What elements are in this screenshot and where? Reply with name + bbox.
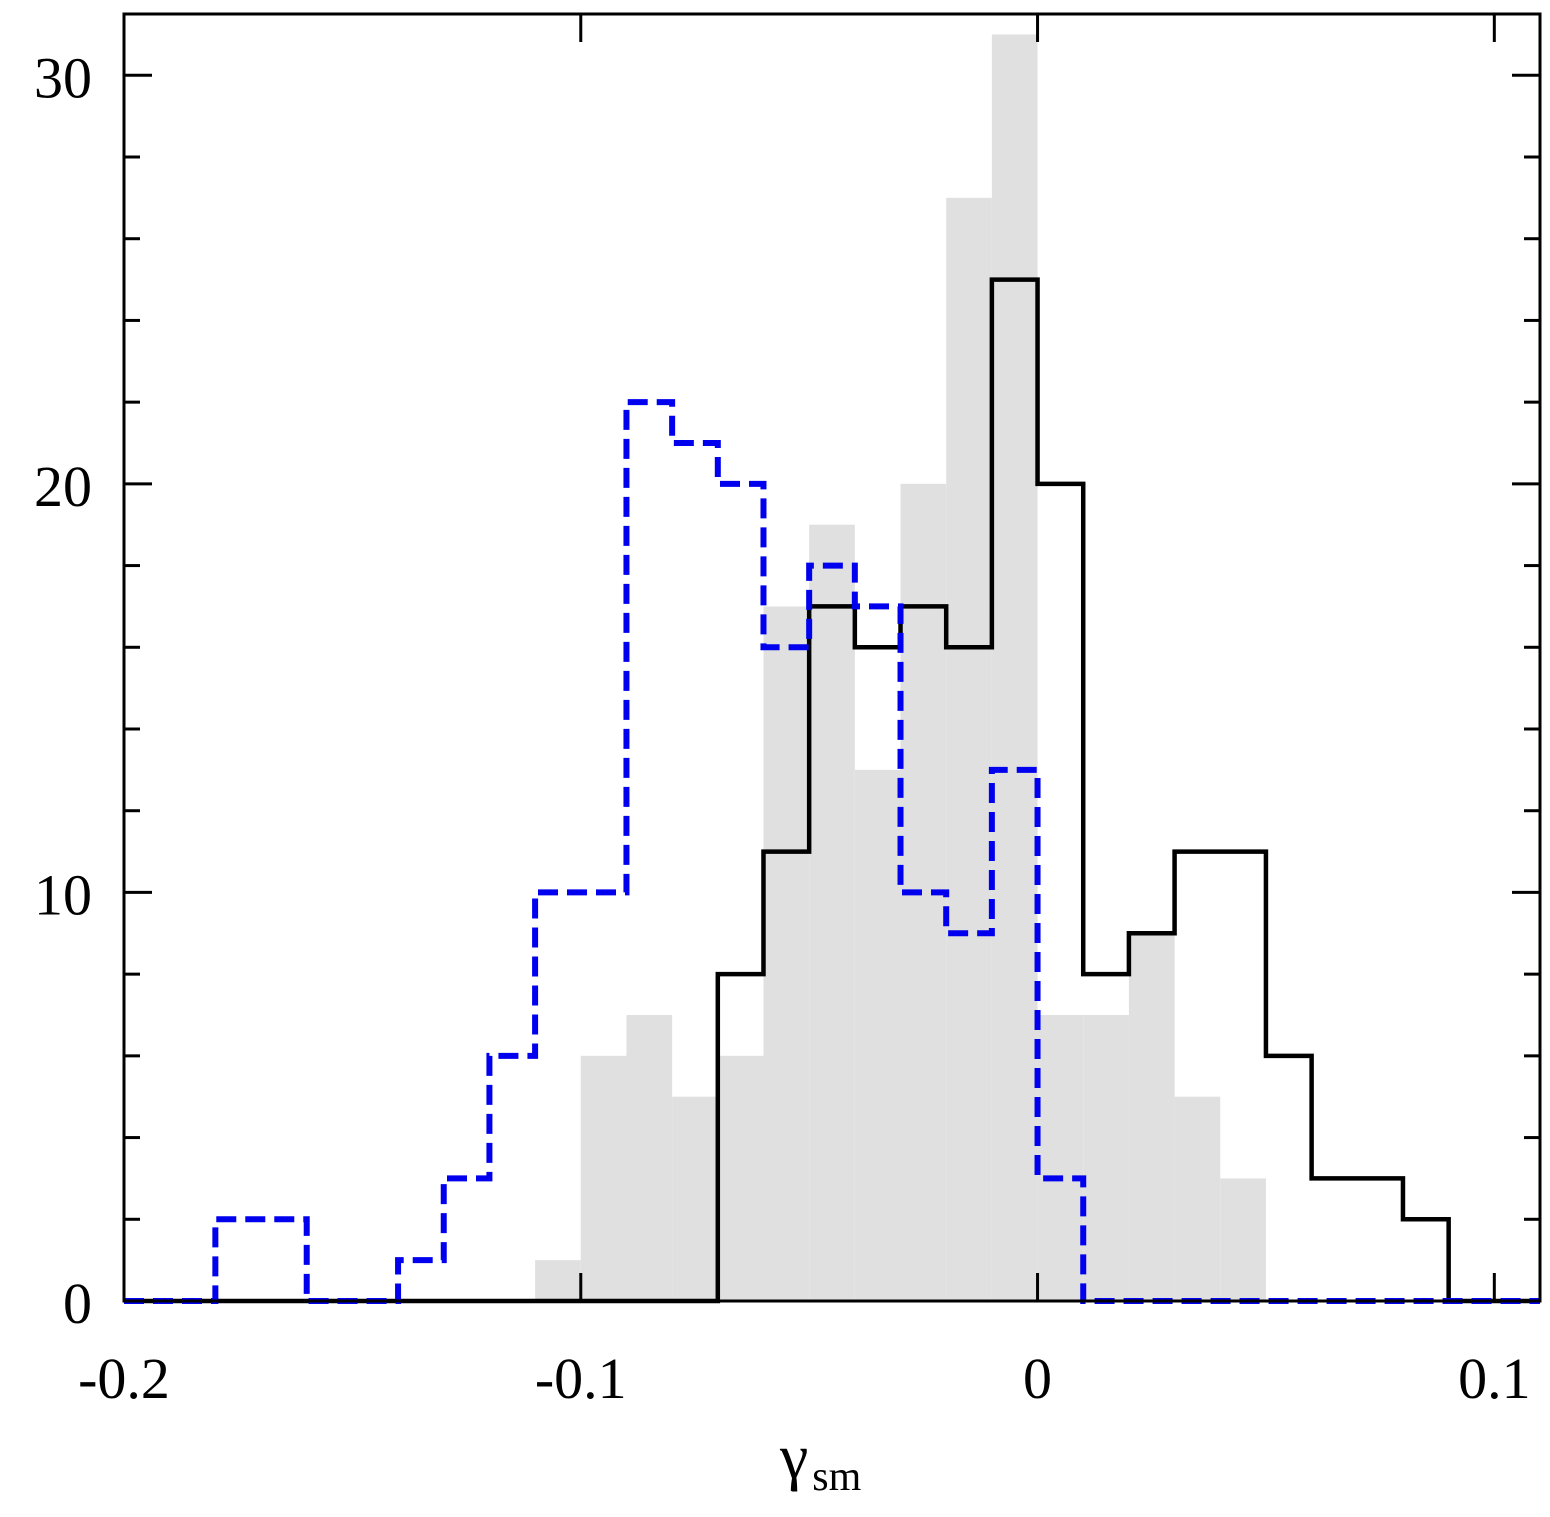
bar-bin-3 [672,1096,718,1301]
bar-bin-6 [809,524,855,1301]
bar-bin-4 [717,1055,764,1301]
x-axis-subscript: sm [812,1454,861,1500]
bar-bin-12 [1083,1015,1129,1301]
x-axis-symbol: γ [779,1421,808,1492]
x-axis-label: γsm [779,1421,862,1500]
x-tick-label: -0.1 [535,1346,627,1411]
solid-step-line [124,277,1540,1304]
bar-bin-9 [946,197,992,1301]
bar-bin-1 [580,1055,627,1301]
step-histograms [124,277,1540,1304]
bar-bin-14 [1174,1096,1221,1301]
y-tick-label: 20 [34,454,92,519]
x-tick-label: 0.1 [1458,1346,1531,1411]
filled-histogram [535,34,1266,1301]
axis-ticks [122,14,1540,1303]
bar-bin-5 [763,606,810,1301]
bar-bin-13 [1128,933,1175,1301]
dashed-step-line [124,399,1540,1304]
y-tick-label: 0 [63,1271,92,1336]
bar-bin-15 [1220,1178,1266,1301]
bar-bin-2 [626,1015,673,1301]
plot-frame [122,12,1542,1303]
bar-bin-11 [1037,1015,1084,1301]
bar-bin-0 [535,1260,581,1301]
y-tick-label: 30 [34,45,92,110]
x-tick-label: -0.2 [78,1346,170,1411]
tick-labels: 0 10 20 30 -0.2 -0.1 0 0.1 [34,45,1531,1411]
y-tick-label: 10 [34,862,92,927]
x-tick-label: 0 [1023,1346,1052,1411]
bar-bin-7 [854,769,901,1301]
bar-bin-10 [991,34,1038,1301]
